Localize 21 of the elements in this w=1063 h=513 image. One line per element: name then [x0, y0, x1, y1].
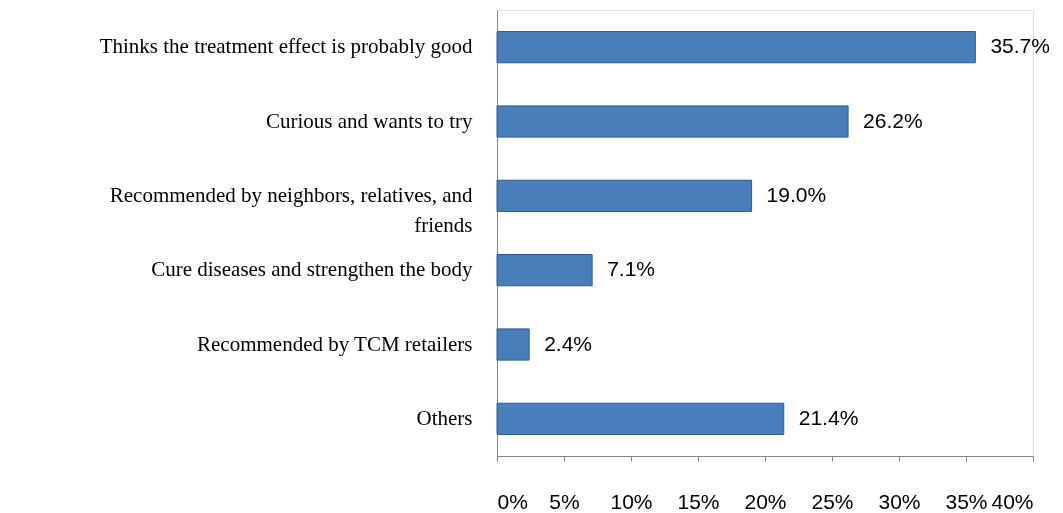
x-tick-label: 10% — [610, 489, 653, 513]
data-label: 2.4% — [544, 331, 593, 355]
data-label: 7.1% — [607, 257, 656, 281]
data-label: 35.7% — [990, 34, 1050, 58]
data-label: 26.2% — [863, 108, 923, 132]
data-label: 21.4% — [798, 405, 859, 429]
y-tick-label: Curious and wants to try — [266, 108, 473, 133]
x-tick-label: 40% — [991, 489, 1034, 513]
x-tick-label: 25% — [811, 489, 854, 513]
x-tick-label: 5% — [549, 489, 580, 513]
y-tick-label: Cure diseases and strengthen the body — [151, 257, 473, 282]
y-tick-label: Others — [416, 405, 473, 430]
x-tick-label: 35% — [945, 489, 988, 513]
y-tick-label: Recommended by TCM retailers — [197, 331, 473, 356]
x-tick-label: 30% — [878, 489, 921, 513]
y-tick-label: Thinks the treatment effect is probably good — [99, 34, 473, 59]
x-tick-label: 0% — [497, 489, 528, 513]
y-tick-label: Recommended by neighbors, relatives, and friends — [109, 182, 473, 237]
data-label: 19.0% — [766, 182, 827, 206]
x-tick-label: 15% — [677, 489, 720, 513]
x-tick-label: 20% — [744, 489, 787, 513]
